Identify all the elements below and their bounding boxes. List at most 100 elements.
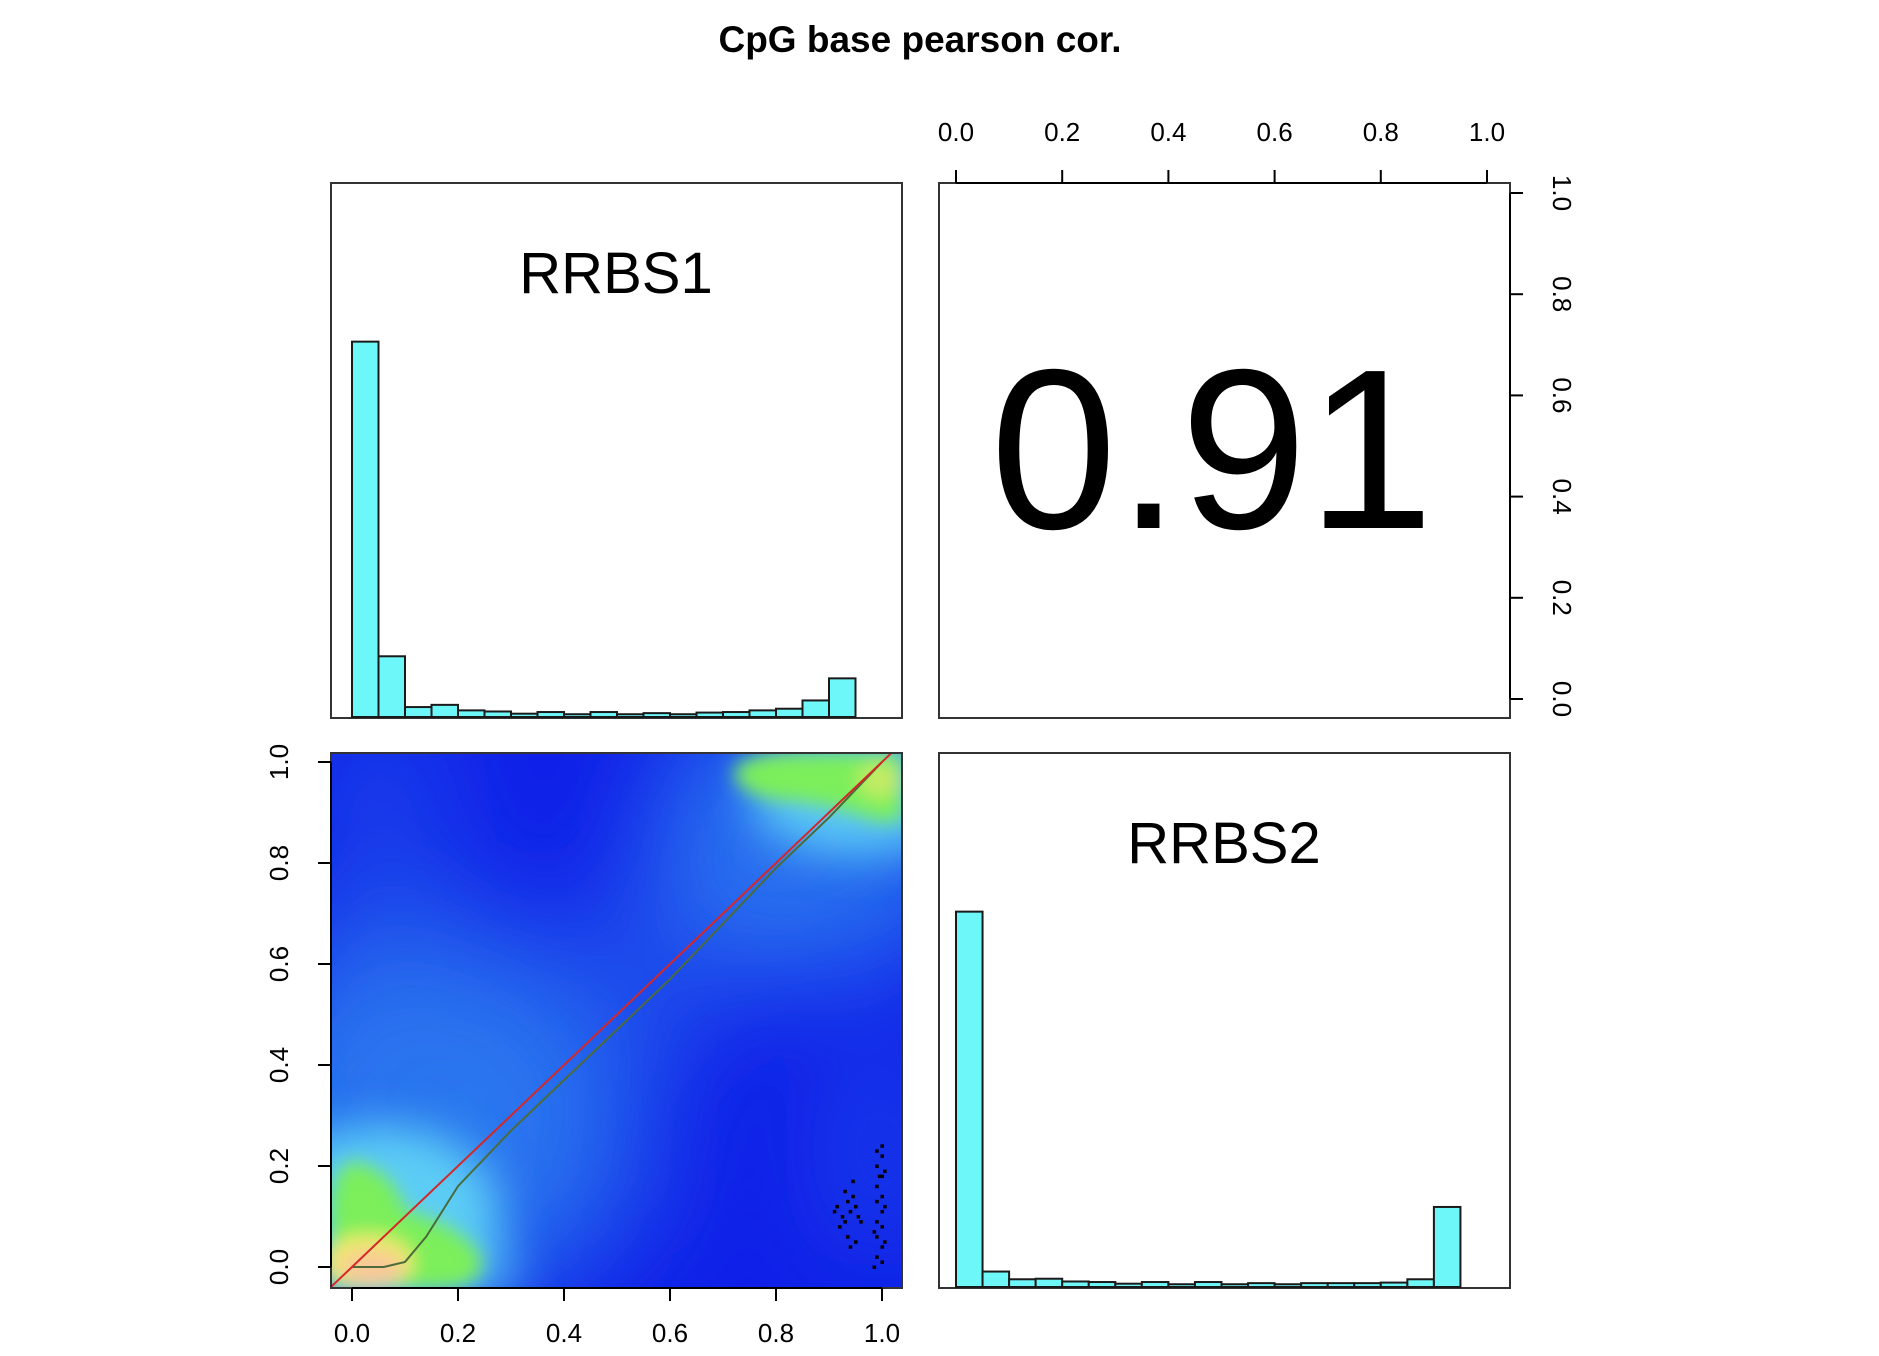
outlier-point bbox=[880, 1144, 884, 1148]
histogram-bar bbox=[722, 711, 751, 718]
correlation-value: 0.91 bbox=[990, 323, 1434, 577]
tick-label: 0.6 bbox=[1547, 377, 1577, 413]
outlier-point bbox=[880, 1260, 884, 1264]
histogram-bar bbox=[1167, 1283, 1196, 1288]
tick-label: 0.6 bbox=[652, 1318, 688, 1348]
outlier-point bbox=[883, 1240, 887, 1244]
panel-frame bbox=[938, 752, 1511, 1289]
histogram-bar bbox=[563, 713, 592, 718]
axis-bottom: 0.0 0.2 0.4 0.6 0.8 1.0 bbox=[334, 1287, 900, 1348]
panel-rrbs2-histogram: RRBS2 bbox=[938, 752, 1511, 1289]
panel-correlation: 0.91 bbox=[938, 182, 1511, 719]
histogram-bar bbox=[510, 712, 539, 718]
outlier-point bbox=[875, 1255, 879, 1259]
outlier-point bbox=[872, 1230, 877, 1234]
outlier-point bbox=[854, 1204, 858, 1209]
tick-label: 0.8 bbox=[1547, 276, 1577, 312]
histogram-bars bbox=[351, 340, 857, 719]
outlier-point bbox=[880, 1225, 884, 1229]
histogram-bar bbox=[1406, 1278, 1435, 1288]
tick-label: 0.8 bbox=[1363, 117, 1399, 147]
panel-label-rrbs1: RRBS1 bbox=[519, 241, 712, 306]
outlier-point bbox=[877, 1174, 882, 1179]
histogram-bar bbox=[955, 910, 984, 1288]
axis-left: 0.0 0.2 0.4 0.6 0.8 1.0 bbox=[264, 744, 332, 1285]
outlier-point bbox=[883, 1169, 887, 1174]
outlier-point bbox=[835, 1204, 839, 1209]
outlier-point bbox=[851, 1179, 855, 1184]
outlier-point bbox=[854, 1240, 858, 1244]
tick-label: 0.2 bbox=[440, 1318, 476, 1348]
panel-scatter-density bbox=[330, 752, 903, 1289]
histogram-bar bbox=[1353, 1282, 1382, 1288]
tick-label: 0.0 bbox=[1547, 681, 1577, 717]
outlier-point bbox=[843, 1220, 847, 1224]
outlier-point bbox=[832, 1209, 837, 1214]
histogram-bar bbox=[457, 709, 486, 718]
outlier-point bbox=[848, 1245, 853, 1249]
outlier-point bbox=[880, 1209, 884, 1214]
tick-label: 1.0 bbox=[264, 744, 294, 780]
histogram-bar bbox=[1432, 1205, 1462, 1288]
histogram-bar bbox=[669, 713, 698, 718]
histogram-bar bbox=[616, 713, 645, 718]
histogram-bar bbox=[404, 706, 433, 719]
outlier-point bbox=[872, 1265, 877, 1269]
histogram-bar bbox=[1061, 1280, 1090, 1288]
tick-label: 0.4 bbox=[1150, 117, 1186, 147]
outlier-point bbox=[851, 1194, 855, 1199]
outlier-point bbox=[880, 1194, 884, 1199]
histogram-bar bbox=[1087, 1281, 1117, 1288]
tick-label: 0.0 bbox=[264, 1249, 294, 1285]
chart-title: CpG base pearson cor. bbox=[718, 19, 1121, 60]
histogram-bar bbox=[642, 712, 671, 718]
panel-rrbs1-histogram: RRBS1 bbox=[330, 182, 903, 719]
histogram-bar bbox=[695, 711, 724, 718]
outlier-point bbox=[875, 1184, 879, 1189]
outlier-point bbox=[875, 1149, 879, 1153]
histogram-bar bbox=[483, 710, 512, 718]
fit-line bbox=[352, 761, 883, 1268]
histogram-bar bbox=[1326, 1282, 1356, 1288]
histogram-bar bbox=[430, 703, 459, 719]
tick-label: 1.0 bbox=[864, 1318, 900, 1348]
outlier-point bbox=[848, 1209, 853, 1214]
tick-label: 0.6 bbox=[264, 946, 294, 982]
histogram-bar bbox=[801, 699, 830, 719]
tick-label: 0.8 bbox=[758, 1318, 794, 1348]
histogram-bar bbox=[775, 707, 804, 718]
outlier-point bbox=[859, 1220, 863, 1224]
outlier-point bbox=[875, 1164, 879, 1168]
histogram-bar bbox=[1379, 1281, 1409, 1288]
histogram-bar bbox=[1140, 1281, 1170, 1288]
panel-frame bbox=[330, 182, 903, 719]
tick-label: 0.2 bbox=[1547, 580, 1577, 616]
outlier-point bbox=[875, 1235, 879, 1239]
histogram-bar bbox=[536, 711, 565, 718]
histogram-bar bbox=[828, 677, 857, 718]
outlier-point bbox=[875, 1199, 879, 1204]
outlier-point bbox=[883, 1204, 887, 1209]
histogram-bar bbox=[1273, 1283, 1303, 1288]
histogram-bar bbox=[1193, 1281, 1223, 1288]
histogram-bars bbox=[955, 910, 1462, 1288]
outlier-point bbox=[875, 1220, 879, 1224]
tick-label: 0.8 bbox=[264, 845, 294, 881]
outlier-point bbox=[880, 1154, 884, 1158]
histogram-bar bbox=[1247, 1282, 1276, 1288]
outlier-point bbox=[838, 1225, 842, 1229]
outlier-point bbox=[846, 1235, 850, 1239]
tick-label: 0.2 bbox=[264, 1148, 294, 1184]
density-field bbox=[331, 753, 902, 1288]
histogram-bar bbox=[1300, 1282, 1329, 1288]
histogram-bar bbox=[748, 709, 777, 718]
axis-right: 0.0 0.2 0.4 0.6 0.8 1.0 bbox=[1509, 175, 1577, 717]
tick-label: 0.4 bbox=[546, 1318, 582, 1348]
histogram-bar bbox=[981, 1270, 1011, 1288]
outlier-point bbox=[856, 1215, 861, 1219]
tick-label: 0.4 bbox=[264, 1047, 294, 1083]
tick-label: 0.2 bbox=[1044, 117, 1080, 147]
tick-label: 1.0 bbox=[1547, 175, 1577, 211]
panel-label-rrbs2: RRBS2 bbox=[1127, 811, 1320, 876]
